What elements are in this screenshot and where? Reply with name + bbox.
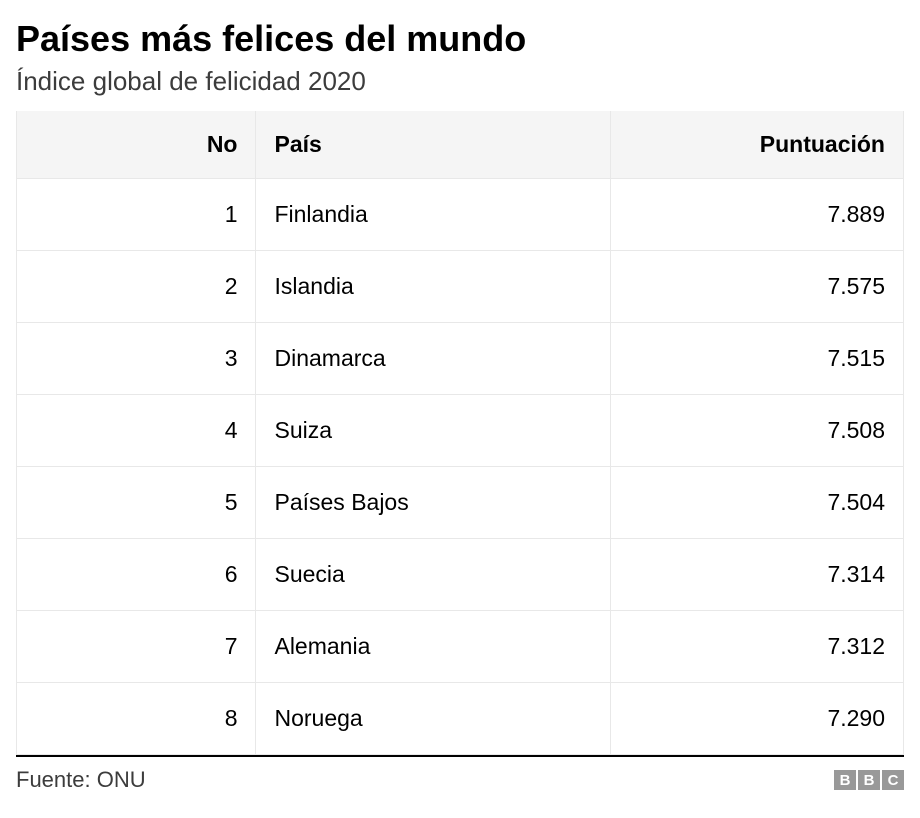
cell-no: 8	[17, 683, 256, 755]
cell-no: 5	[17, 467, 256, 539]
cell-no: 7	[17, 611, 256, 683]
cell-country: Suiza	[256, 395, 611, 467]
cell-score: 7.314	[611, 539, 904, 611]
cell-no: 1	[17, 179, 256, 251]
happiness-table: No País Puntuación 1 Finlandia 7.889 2 I…	[16, 111, 904, 755]
table-row: 8 Noruega 7.290	[17, 683, 904, 755]
page-subtitle: Índice global de felicidad 2020	[16, 66, 904, 97]
bbc-logo: B B C	[834, 770, 904, 790]
cell-country: Islandia	[256, 251, 611, 323]
cell-country: Dinamarca	[256, 323, 611, 395]
cell-no: 4	[17, 395, 256, 467]
cell-score: 7.312	[611, 611, 904, 683]
column-header-score: Puntuación	[611, 111, 904, 179]
cell-score: 7.889	[611, 179, 904, 251]
cell-score: 7.290	[611, 683, 904, 755]
cell-country: Alemania	[256, 611, 611, 683]
cell-score: 7.575	[611, 251, 904, 323]
table-row: 6 Suecia 7.314	[17, 539, 904, 611]
column-header-no: No	[17, 111, 256, 179]
column-header-country: País	[256, 111, 611, 179]
cell-score: 7.504	[611, 467, 904, 539]
table-row: 3 Dinamarca 7.515	[17, 323, 904, 395]
source-label: Fuente: ONU	[16, 767, 146, 793]
cell-score: 7.508	[611, 395, 904, 467]
page-title: Países más felices del mundo	[16, 18, 904, 60]
bbc-logo-letter: C	[882, 770, 904, 790]
table-header-row: No País Puntuación	[17, 111, 904, 179]
table-body: 1 Finlandia 7.889 2 Islandia 7.575 3 Din…	[17, 179, 904, 755]
cell-country: Países Bajos	[256, 467, 611, 539]
table-row: 1 Finlandia 7.889	[17, 179, 904, 251]
cell-score: 7.515	[611, 323, 904, 395]
cell-country: Suecia	[256, 539, 611, 611]
cell-no: 2	[17, 251, 256, 323]
table-row: 2 Islandia 7.575	[17, 251, 904, 323]
footer: Fuente: ONU B B C	[16, 755, 904, 793]
bbc-logo-letter: B	[858, 770, 880, 790]
table-row: 7 Alemania 7.312	[17, 611, 904, 683]
cell-no: 6	[17, 539, 256, 611]
table-row: 5 Países Bajos 7.504	[17, 467, 904, 539]
cell-no: 3	[17, 323, 256, 395]
bbc-logo-letter: B	[834, 770, 856, 790]
cell-country: Noruega	[256, 683, 611, 755]
cell-country: Finlandia	[256, 179, 611, 251]
table-row: 4 Suiza 7.508	[17, 395, 904, 467]
